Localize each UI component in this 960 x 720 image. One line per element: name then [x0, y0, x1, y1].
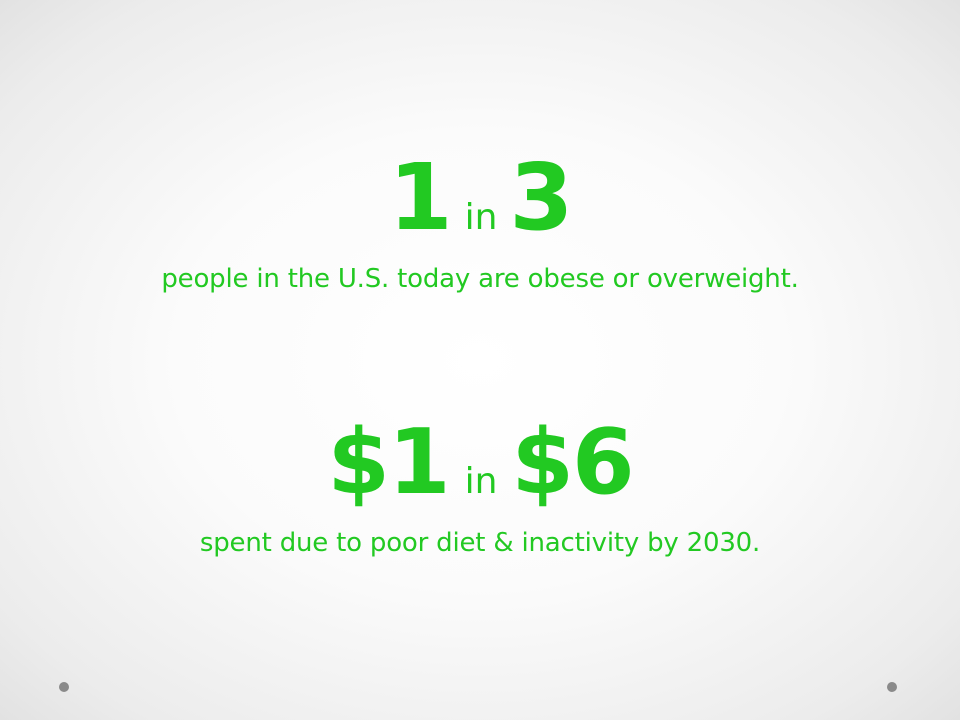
stat-spending-connector: in: [464, 461, 498, 502]
stat-spending-numerator: $1: [327, 410, 450, 515]
corner-dot-left: [59, 682, 69, 692]
stat-spending: $1 in $6 spent due to poor diet & inacti…: [0, 418, 960, 558]
stat-spending-denominator: $6: [511, 410, 634, 515]
stat-spending-caption: spent due to poor diet & inactivity by 2…: [199, 528, 761, 558]
stat-spending-ratio: $1 in $6: [0, 418, 960, 508]
stat-obesity-denominator: 3: [509, 144, 573, 251]
stat-obesity-caption: people in the U.S. today are obese or ov…: [161, 264, 799, 294]
stat-obesity-numerator: 1: [388, 144, 453, 251]
stat-obesity-connector: in: [464, 197, 498, 238]
stat-obesity: 1 in 3 people in the U.S. today are obes…: [0, 152, 960, 294]
corner-dot-right: [887, 682, 897, 692]
stat-obesity-ratio: 1 in 3: [0, 152, 960, 244]
